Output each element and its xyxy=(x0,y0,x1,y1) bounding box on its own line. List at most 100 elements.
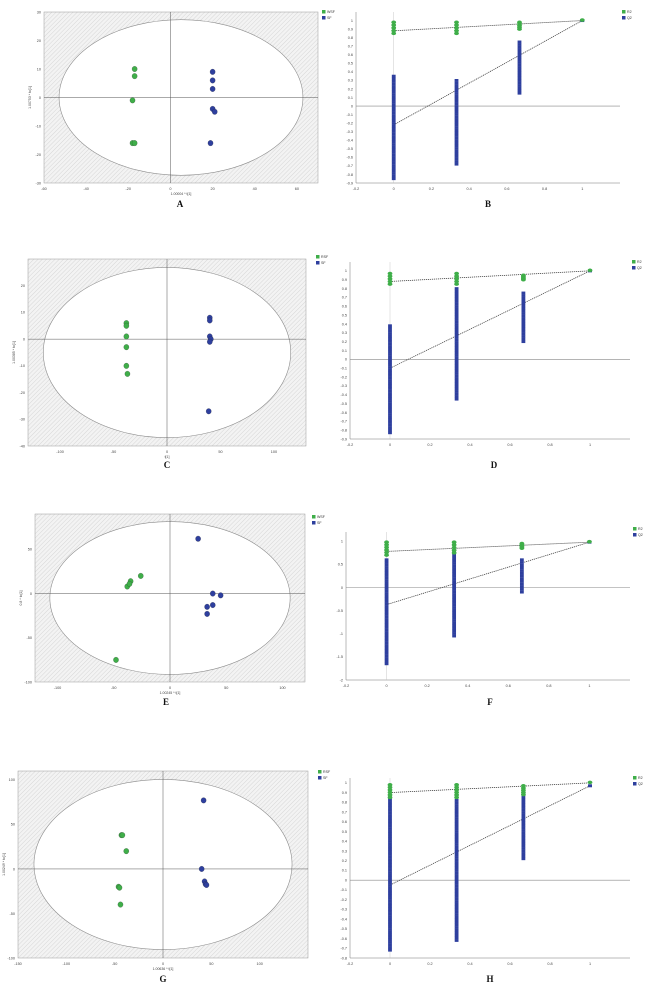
q2-point xyxy=(388,902,392,906)
q2-point xyxy=(454,131,459,135)
q2-point xyxy=(519,561,524,564)
q2-point xyxy=(388,402,392,406)
q2-point xyxy=(388,329,392,333)
y-tick-label: 0.4 xyxy=(342,322,347,326)
q2-point xyxy=(391,111,396,115)
q2-point xyxy=(388,347,392,351)
q2-point xyxy=(517,55,522,59)
q2-point xyxy=(454,369,459,373)
q2-point xyxy=(454,936,459,940)
q2-point xyxy=(454,310,459,314)
q2-point xyxy=(388,842,392,846)
y-axis-label: 1.00385 * to[1] xyxy=(12,341,16,364)
q2-point xyxy=(521,847,526,850)
x-axis-label: 1.00004 * t[1] xyxy=(171,192,192,196)
q2-point xyxy=(454,105,459,108)
y-axis-label: 0.8 * to[1] xyxy=(19,590,23,605)
legend-swatch xyxy=(316,255,320,259)
q2-point xyxy=(517,76,522,80)
y-tick-label: -0.8 xyxy=(340,428,347,432)
q2-point xyxy=(388,941,392,944)
q2-point xyxy=(454,817,459,820)
y-tick-label: 1 xyxy=(345,781,347,785)
q2-point xyxy=(454,154,459,158)
legend-swatch xyxy=(632,260,636,264)
r2-point xyxy=(384,545,389,550)
score-point xyxy=(204,603,210,610)
q2-point xyxy=(521,324,526,328)
q2-point xyxy=(384,579,389,582)
q2-point xyxy=(454,848,459,852)
q2-point xyxy=(454,811,459,815)
y-tick-label: 0.9 xyxy=(348,27,353,31)
q2-point xyxy=(521,805,526,809)
q2-point xyxy=(391,132,396,136)
q2-point xyxy=(391,158,396,162)
q2-point xyxy=(454,359,459,362)
q2-point xyxy=(452,626,457,630)
r2-point xyxy=(454,271,459,276)
q2-point xyxy=(454,933,459,937)
x-tick-label: 1 xyxy=(588,684,590,688)
y-tick-label: -0.3 xyxy=(340,384,347,388)
q2-point xyxy=(454,320,459,324)
q2-point xyxy=(454,336,459,339)
q2-point xyxy=(454,297,459,301)
q2-point xyxy=(454,300,459,303)
q2-point xyxy=(517,63,522,67)
q2-point xyxy=(388,899,392,903)
q2-point xyxy=(388,413,392,416)
q2-point xyxy=(454,866,459,870)
q2-point xyxy=(388,855,392,859)
q2-point xyxy=(454,377,459,380)
y-tick-label: 0.2 xyxy=(342,859,347,863)
q2-point xyxy=(384,589,389,593)
q2-point xyxy=(454,338,459,342)
q2-point xyxy=(454,392,459,396)
q2-point xyxy=(388,876,392,880)
q2-point xyxy=(454,920,459,924)
q2-point xyxy=(517,79,522,82)
q2-point xyxy=(454,387,459,391)
legend-swatch xyxy=(318,770,322,774)
q2-point xyxy=(517,58,522,62)
x-tick-label: 0.8 xyxy=(547,443,552,447)
panel-B: -0.2 0 0.2 0.4 0.6 0.8 1 1 0.9 0.8 0.7 0.6 0.5 0.4 0.3… xyxy=(346,10,632,209)
q2-point xyxy=(391,90,396,94)
q2-point xyxy=(452,600,457,604)
q2-point xyxy=(452,556,457,560)
q2-point xyxy=(454,882,459,885)
q2-point xyxy=(388,878,392,882)
q2-point xyxy=(384,636,389,640)
q2-point xyxy=(452,621,457,625)
legend-swatch xyxy=(633,533,637,537)
x-tick-label: -0.2 xyxy=(347,962,354,966)
q2-point xyxy=(454,356,459,360)
r2-point xyxy=(451,551,457,555)
panel-label-B: B xyxy=(485,199,491,209)
y-tick-label: -10 xyxy=(36,124,42,128)
x-tick-label: 100 xyxy=(271,450,277,454)
x-tick-label: 0.6 xyxy=(504,187,509,191)
q2-point xyxy=(391,143,396,146)
q2-point xyxy=(391,116,396,120)
q2-point xyxy=(388,420,392,424)
q2-point xyxy=(454,287,459,290)
r2-point xyxy=(384,548,389,552)
q2-point xyxy=(521,340,526,344)
q2-point xyxy=(454,133,459,137)
r2-point xyxy=(387,274,393,278)
x-tick-label: 0.4 xyxy=(467,443,472,447)
score-point xyxy=(209,68,216,75)
y-tick-label: 0.8 xyxy=(348,36,353,40)
score-point xyxy=(200,797,207,804)
q2-point xyxy=(384,607,389,611)
q2-point xyxy=(454,858,459,862)
x-tick-label: 0.6 xyxy=(507,962,512,966)
q2-point xyxy=(384,649,389,653)
q2-point xyxy=(388,798,392,802)
q2-point xyxy=(391,145,396,149)
y-tick-label: -0.4 xyxy=(340,917,347,921)
y-tick-label: -0.4 xyxy=(340,393,347,397)
q2-point xyxy=(454,892,459,896)
